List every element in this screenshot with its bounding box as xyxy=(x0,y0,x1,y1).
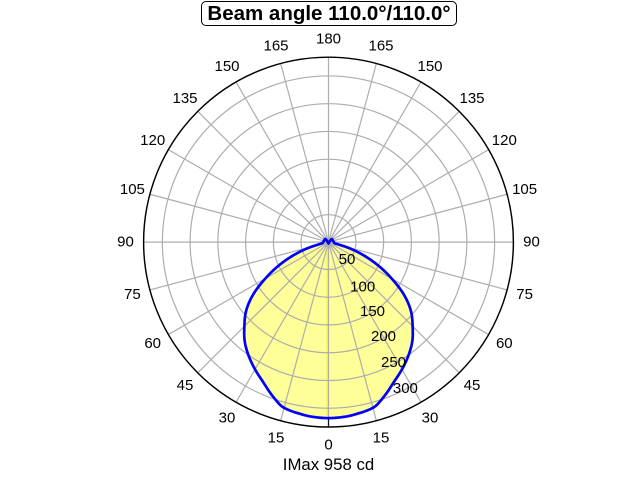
svg-text:120: 120 xyxy=(492,132,517,149)
svg-text:45: 45 xyxy=(464,377,481,394)
svg-text:15: 15 xyxy=(373,430,390,447)
svg-text:15: 15 xyxy=(268,430,285,447)
svg-text:165: 165 xyxy=(368,38,393,55)
svg-text:60: 60 xyxy=(144,335,161,352)
svg-text:60: 60 xyxy=(496,335,513,352)
svg-text:150: 150 xyxy=(417,58,442,75)
svg-text:30: 30 xyxy=(422,409,439,426)
svg-text:135: 135 xyxy=(459,90,484,107)
svg-text:150: 150 xyxy=(360,303,385,320)
svg-text:90: 90 xyxy=(523,234,540,251)
svg-text:135: 135 xyxy=(172,90,197,107)
svg-text:75: 75 xyxy=(124,286,141,303)
svg-text:0: 0 xyxy=(324,437,332,454)
svg-text:90: 90 xyxy=(117,234,134,251)
svg-text:150: 150 xyxy=(214,58,239,75)
svg-text:300: 300 xyxy=(393,380,418,397)
svg-text:50: 50 xyxy=(339,251,356,268)
svg-text:100: 100 xyxy=(350,279,375,296)
svg-text:105: 105 xyxy=(120,181,145,198)
svg-text:75: 75 xyxy=(516,286,533,303)
svg-text:120: 120 xyxy=(140,132,165,149)
svg-text:165: 165 xyxy=(263,38,288,55)
svg-text:250: 250 xyxy=(381,354,406,371)
svg-text:30: 30 xyxy=(219,409,236,426)
svg-text:180: 180 xyxy=(316,31,341,48)
svg-text:45: 45 xyxy=(177,377,194,394)
svg-text:200: 200 xyxy=(371,328,396,345)
svg-text:105: 105 xyxy=(512,181,537,198)
